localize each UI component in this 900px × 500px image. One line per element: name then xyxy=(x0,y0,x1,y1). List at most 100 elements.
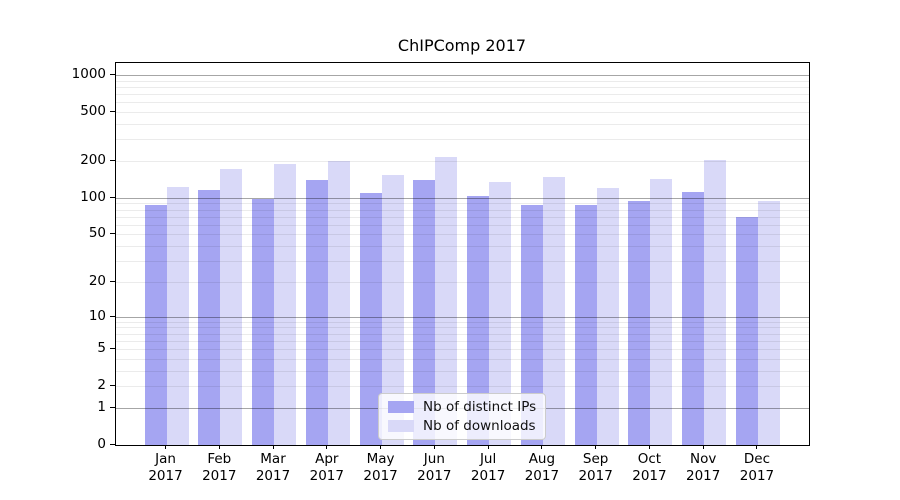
legend-item-distinct-ips: Nb of distinct IPs xyxy=(388,399,536,415)
y-tick-2 xyxy=(110,385,115,387)
minor-gridline-300 xyxy=(116,139,809,141)
bar-aug-downloads xyxy=(542,176,565,445)
x-tick-label-may: May 2017 xyxy=(351,451,411,485)
bar-nov-downloads xyxy=(704,159,727,445)
minor-gridline-500 xyxy=(116,112,809,114)
x-tick-label-sep: Sep 2017 xyxy=(566,451,626,485)
minor-gridline-700 xyxy=(116,94,809,96)
month-label: Jun xyxy=(423,451,445,467)
minor-gridline-800 xyxy=(116,86,809,88)
y-tick-label-10: 10 xyxy=(88,307,106,324)
minor-gridline-400 xyxy=(116,123,809,125)
x-tick-jun xyxy=(433,445,435,449)
x-tick-jan xyxy=(165,445,166,449)
y-tick-20 xyxy=(110,280,115,282)
x-tick-apr xyxy=(326,445,328,449)
month-label: Apr xyxy=(315,451,339,467)
bar-dec-downloads xyxy=(757,200,780,445)
month-label: Sep xyxy=(582,451,609,467)
bar-jul-downloads xyxy=(489,181,512,445)
y-tick-label-200: 200 xyxy=(80,151,106,168)
year-label: 2017 xyxy=(470,468,506,484)
x-tick-jul xyxy=(487,445,489,449)
x-tick-label-oct: Oct 2017 xyxy=(619,451,679,485)
bar-feb-distinct-ips xyxy=(198,189,221,445)
bar-dec-distinct-ips xyxy=(735,216,758,445)
bar-oct-distinct-ips xyxy=(628,201,651,445)
y-tick-label-50: 50 xyxy=(88,225,106,242)
y-tick-label-5: 5 xyxy=(97,340,106,357)
month-label: Mar xyxy=(260,451,286,467)
x-tick-label-jul: Jul 2017 xyxy=(458,451,518,485)
year-label: 2017 xyxy=(524,468,560,484)
year-label: 2017 xyxy=(363,468,398,484)
x-tick-label-dec: Dec 2017 xyxy=(727,451,787,485)
bar-sep-distinct-ips xyxy=(574,205,597,445)
bar-mar-downloads xyxy=(274,163,297,445)
y-tick-500 xyxy=(110,111,115,113)
year-label: 2017 xyxy=(148,468,183,484)
y-tick-label-500: 500 xyxy=(80,103,106,120)
bar-feb-downloads xyxy=(220,169,243,445)
year-label: 2017 xyxy=(578,468,613,484)
bar-jun-distinct-ips xyxy=(413,179,436,445)
month-label: Jul xyxy=(479,451,497,467)
x-tick-label-jun: Jun 2017 xyxy=(404,451,464,485)
major-gridline-1000 xyxy=(116,74,809,76)
bar-jul-distinct-ips xyxy=(467,195,490,445)
y-tick-label-0: 0 xyxy=(97,436,106,452)
month-label: Feb xyxy=(207,451,232,467)
legend-swatch-distinct-ips xyxy=(388,401,414,413)
x-tick-label-nov: Nov 2017 xyxy=(673,451,733,485)
x-tick-oct xyxy=(648,445,650,449)
month-label: Jan xyxy=(155,451,176,467)
y-tick-50 xyxy=(110,233,115,235)
x-tick-mar xyxy=(272,445,274,449)
chart-legend: Nb of distinct IPs Nb of downloads xyxy=(378,393,547,440)
bar-may-distinct-ips xyxy=(359,192,382,445)
bar-apr-distinct-ips xyxy=(305,179,328,445)
legend-label-distinct-ips: Nb of distinct IPs xyxy=(423,399,537,415)
y-tick-label-2: 2 xyxy=(97,377,106,394)
year-label: 2017 xyxy=(255,468,291,484)
y-tick-label-1000: 1000 xyxy=(71,65,106,82)
year-label: 2017 xyxy=(202,468,237,484)
x-tick-dec xyxy=(756,445,758,449)
bar-jan-distinct-ips xyxy=(144,204,167,445)
y-tick-5 xyxy=(110,348,115,350)
legend-label-downloads: Nb of downloads xyxy=(423,418,536,434)
month-label: May xyxy=(366,451,395,467)
month-label: Oct xyxy=(637,451,662,467)
y-tick-0 xyxy=(110,444,115,445)
minor-gridline-900 xyxy=(116,80,809,82)
x-tick-label-jan: Jan 2017 xyxy=(136,451,196,485)
y-tick-10 xyxy=(110,315,115,317)
y-tick-1 xyxy=(110,406,115,408)
x-tick-feb xyxy=(218,445,220,449)
plot-area xyxy=(115,62,810,446)
bar-aug-distinct-ips xyxy=(520,204,543,445)
y-tick-100 xyxy=(110,196,115,198)
bar-apr-downloads xyxy=(327,160,350,445)
minor-gridline-600 xyxy=(116,102,809,104)
month-label: Aug xyxy=(528,451,556,467)
bar-sep-downloads xyxy=(596,188,619,445)
chart-title: ChIPComp 2017 xyxy=(397,36,527,55)
x-tick-label-mar: Mar 2017 xyxy=(243,451,303,485)
year-label: 2017 xyxy=(686,468,721,484)
bar-may-downloads xyxy=(381,174,404,445)
year-label: 2017 xyxy=(739,468,775,484)
month-label: Nov xyxy=(690,451,717,467)
y-tick-200 xyxy=(110,159,115,161)
year-label: 2017 xyxy=(632,468,667,484)
x-tick-label-aug: Aug 2017 xyxy=(512,451,572,485)
bar-nov-distinct-ips xyxy=(682,191,705,445)
y-tick-label-1: 1 xyxy=(97,398,106,415)
legend-item-downloads: Nb of downloads xyxy=(388,418,536,434)
bar-jun-downloads xyxy=(435,157,458,445)
x-tick-aug xyxy=(541,445,543,449)
bar-oct-downloads xyxy=(650,179,673,445)
legend-swatch-downloads xyxy=(388,420,414,432)
x-tick-may xyxy=(380,445,382,449)
